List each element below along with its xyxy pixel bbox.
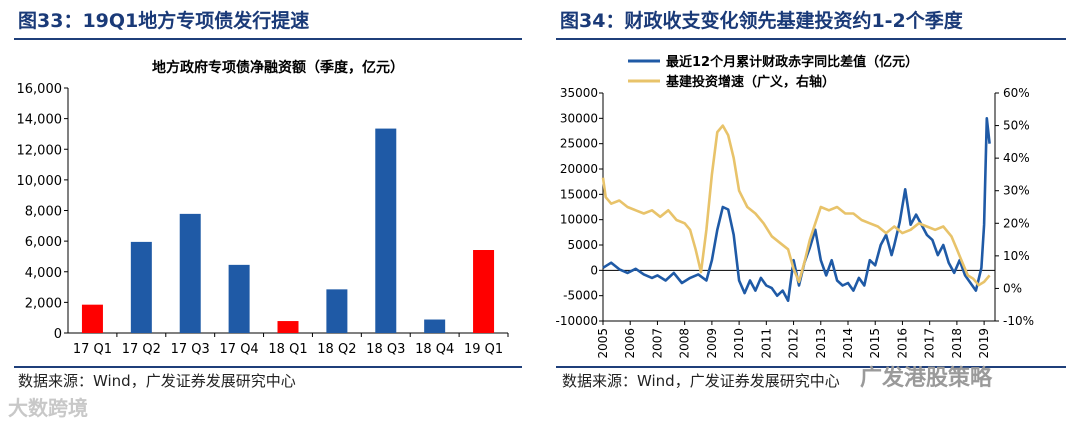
line-right-tick-label: 30% (1003, 184, 1030, 198)
bar-y-tick-label: 0 (54, 327, 62, 342)
bar-18q3 (375, 128, 397, 333)
bar-17q1 (81, 304, 103, 333)
line-left-tick-label: 10000 (560, 213, 598, 227)
line-left-tick-label: -10000 (555, 314, 598, 328)
bar-x-tick-label: 18 Q2 (317, 342, 356, 357)
line-right-tick-label: 40% (1003, 151, 1030, 165)
series-fiscal-deficit-line (602, 117, 991, 303)
bar-17q2 (130, 241, 152, 333)
right-title-rule (556, 38, 1066, 40)
bar-x-tick-label: 17 Q2 (122, 342, 161, 357)
right-source-note: 数据来源：Wind，广发证券发展研究中心 (562, 372, 840, 390)
left-bottom-rule (14, 366, 522, 368)
line-x-tick-label: 2015 (868, 328, 882, 359)
bar-y-tick-label: 2,000 (25, 296, 62, 311)
left-title-rule (14, 38, 522, 40)
bar-y-tick-label: 12,000 (17, 143, 63, 158)
line-left-tick-label: 30000 (560, 111, 598, 125)
line-left-tick-label: 20000 (560, 162, 598, 176)
bar-y-tick-label: 16,000 (17, 82, 63, 97)
left-figure-title: 图33：19Q1地方专项债发行提速 (18, 10, 310, 32)
bar-x-tick-label: 17 Q4 (220, 342, 259, 357)
bar-17q4 (228, 264, 250, 333)
bar-18q2 (326, 289, 348, 333)
bar-18q4 (424, 319, 446, 333)
line-x-tick-label: 2014 (841, 328, 855, 359)
line-x-tick-label: 2005 (596, 328, 610, 359)
line-right-tick-label: 0% (1003, 281, 1022, 295)
bar-x-tick-label: 18 Q1 (268, 342, 307, 357)
line-right-tick-label: 60% (1003, 86, 1030, 100)
bar-y-tick-label: 6,000 (25, 235, 62, 250)
line-x-tick-label: 2009 (705, 328, 719, 359)
line-x-tick-label: 2008 (678, 328, 692, 359)
line-left-tick-label: 25000 (560, 137, 598, 151)
bar-x-tick-label: 17 Q3 (171, 342, 210, 357)
bar-chart-title: 地方政府专项债净融资额（季度，亿元） (152, 59, 404, 76)
bar-y-tick-label: 4,000 (25, 266, 62, 281)
bar-x-tick-label: 19 Q1 (464, 342, 503, 357)
watermark-left: 大数跨境 (8, 396, 88, 420)
line-right-tick-label: -10% (1003, 314, 1034, 328)
line-x-tick-label: 2016 (895, 328, 909, 359)
legend-label-2: 基建投资增速（广义，右轴） (665, 74, 835, 90)
series-infrastructure-growth-line (601, 124, 991, 287)
bar-y-tick-label: 14,000 (17, 113, 63, 128)
line-left-tick-label: 0 (590, 263, 598, 277)
line-x-tick-label: 2010 (732, 328, 746, 359)
bar-19q1 (473, 250, 495, 333)
bar-18q1 (277, 321, 299, 333)
line-x-tick-label: 2011 (759, 328, 773, 359)
line-left-tick-label: 5000 (567, 238, 598, 252)
bar-x-tick-label: 17 Q1 (73, 342, 112, 357)
line-right-tick-label: 10% (1003, 249, 1030, 263)
line-x-tick-label: 2007 (650, 328, 664, 359)
line-x-tick-label: 2013 (814, 328, 828, 359)
line-x-tick-label: 2006 (623, 328, 637, 359)
right-bottom-rule (556, 366, 1066, 368)
right-figure-title: 图34：财政收支变化领先基建投资约1-2个季度 (560, 10, 963, 32)
bar-x-tick-label: 18 Q4 (415, 342, 454, 357)
line-left-tick-label: 15000 (560, 187, 598, 201)
line-right-tick-label: 20% (1003, 216, 1030, 230)
line-left-tick-label: -5000 (563, 289, 598, 303)
line-x-tick-label: 2012 (787, 328, 801, 359)
left-source-note: 数据来源：Wind，广发证券发展研究中心 (18, 372, 296, 390)
line-x-tick-label: 2017 (923, 328, 937, 359)
legend-label-1: 最近12个月累计财政赤字同比差值（亿元） (666, 54, 918, 70)
bar-x-tick-label: 18 Q3 (366, 342, 405, 357)
line-x-tick-label: 2019 (977, 328, 991, 359)
bar-17q3 (179, 213, 201, 333)
bar-y-tick-label: 10,000 (17, 174, 63, 189)
line-x-tick-label: 2018 (950, 328, 964, 359)
line-right-tick-label: 50% (1003, 119, 1030, 133)
watermark-right: 广发港股策略 (860, 366, 993, 391)
line-left-tick-label: 35000 (560, 86, 598, 100)
bar-y-tick-label: 8,000 (25, 205, 62, 220)
